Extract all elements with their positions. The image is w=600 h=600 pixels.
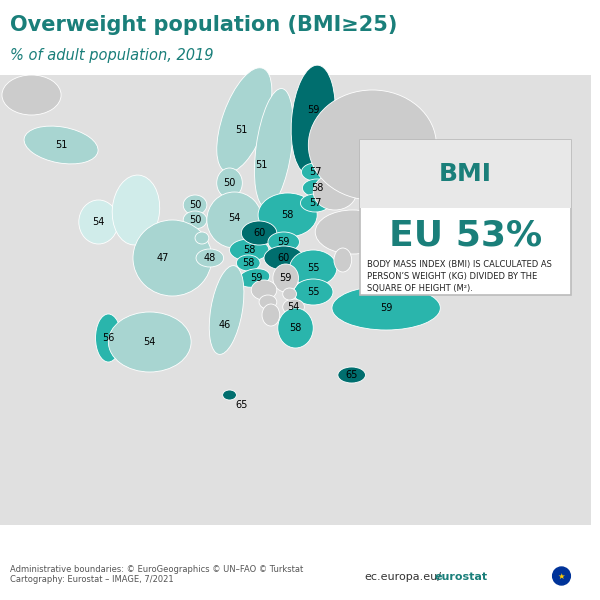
- Ellipse shape: [315, 210, 390, 254]
- Text: 59: 59: [307, 105, 319, 115]
- Ellipse shape: [223, 390, 236, 400]
- Text: 51: 51: [255, 160, 267, 170]
- Ellipse shape: [278, 308, 313, 348]
- Ellipse shape: [217, 68, 272, 172]
- FancyBboxPatch shape: [0, 75, 591, 525]
- Text: 57: 57: [309, 167, 322, 177]
- Ellipse shape: [259, 295, 277, 309]
- Text: 57: 57: [309, 198, 322, 208]
- Circle shape: [553, 567, 571, 585]
- Text: 50: 50: [223, 178, 236, 188]
- Ellipse shape: [301, 163, 329, 181]
- Text: 58: 58: [243, 245, 256, 255]
- Ellipse shape: [195, 232, 209, 244]
- Ellipse shape: [79, 200, 118, 244]
- Ellipse shape: [95, 314, 121, 362]
- Text: 48: 48: [203, 253, 216, 263]
- Text: BMI: BMI: [439, 162, 492, 186]
- Text: 59: 59: [280, 273, 292, 283]
- Text: BODY MASS INDEX (BMI) IS CALCULATED AS: BODY MASS INDEX (BMI) IS CALCULATED AS: [367, 260, 553, 269]
- Ellipse shape: [313, 174, 356, 210]
- Ellipse shape: [133, 220, 212, 296]
- Text: 54: 54: [92, 217, 104, 227]
- Ellipse shape: [217, 168, 242, 198]
- Text: 65: 65: [346, 370, 358, 380]
- Text: 60: 60: [253, 228, 265, 238]
- Ellipse shape: [241, 221, 277, 245]
- Text: EU 53%: EU 53%: [389, 218, 542, 252]
- Ellipse shape: [302, 179, 332, 197]
- Ellipse shape: [283, 288, 296, 300]
- Ellipse shape: [230, 239, 269, 261]
- Ellipse shape: [334, 248, 352, 272]
- Ellipse shape: [239, 269, 270, 287]
- Text: % of adult population, 2019: % of adult population, 2019: [10, 48, 214, 63]
- Ellipse shape: [183, 211, 207, 229]
- Ellipse shape: [268, 232, 299, 252]
- Ellipse shape: [264, 246, 304, 270]
- Text: 59: 59: [380, 303, 392, 313]
- Ellipse shape: [207, 192, 262, 248]
- Text: 54: 54: [287, 302, 300, 312]
- Ellipse shape: [290, 250, 337, 286]
- Text: 50: 50: [189, 200, 201, 210]
- Ellipse shape: [236, 255, 260, 271]
- Ellipse shape: [291, 65, 335, 175]
- Ellipse shape: [183, 195, 207, 215]
- Ellipse shape: [332, 286, 440, 330]
- Text: ★: ★: [558, 571, 565, 581]
- Ellipse shape: [258, 193, 317, 237]
- Ellipse shape: [283, 299, 304, 315]
- Ellipse shape: [251, 280, 277, 300]
- Text: 58: 58: [311, 183, 323, 193]
- Text: PERSON’S WEIGHT (KG) DIVIDED BY THE: PERSON’S WEIGHT (KG) DIVIDED BY THE: [367, 272, 538, 281]
- Ellipse shape: [293, 279, 333, 305]
- Ellipse shape: [109, 312, 191, 372]
- Text: 58: 58: [242, 258, 254, 268]
- Text: 58: 58: [281, 210, 294, 220]
- Ellipse shape: [196, 249, 224, 267]
- Text: 51: 51: [235, 125, 248, 135]
- Text: 65: 65: [235, 400, 248, 410]
- Text: 54: 54: [228, 213, 241, 223]
- Ellipse shape: [273, 264, 298, 292]
- Text: 54: 54: [143, 337, 156, 347]
- Ellipse shape: [24, 126, 98, 164]
- Ellipse shape: [338, 367, 365, 383]
- Ellipse shape: [301, 194, 330, 212]
- Ellipse shape: [112, 175, 160, 245]
- Text: 58: 58: [289, 323, 302, 333]
- Text: Administrative boundaries: © EuroGeographics © UN–FAO © Turkstat
Cartography: Eu: Administrative boundaries: © EuroGeograp…: [10, 565, 303, 584]
- Ellipse shape: [2, 75, 61, 115]
- Text: 47: 47: [157, 253, 169, 263]
- FancyBboxPatch shape: [359, 140, 571, 208]
- Text: 46: 46: [218, 320, 231, 330]
- Text: 55: 55: [307, 287, 320, 297]
- Text: Overweight population (BMI≥25): Overweight population (BMI≥25): [10, 15, 397, 35]
- FancyBboxPatch shape: [359, 140, 571, 295]
- Ellipse shape: [262, 304, 280, 326]
- Ellipse shape: [308, 90, 436, 200]
- Ellipse shape: [254, 89, 293, 208]
- Text: 59: 59: [250, 273, 262, 283]
- Text: ec.europa.eu/: ec.europa.eu/: [364, 572, 442, 582]
- Text: SQUARE OF HEIGHT (M²).: SQUARE OF HEIGHT (M²).: [367, 284, 473, 293]
- Text: 51: 51: [55, 140, 67, 150]
- Text: 50: 50: [189, 215, 201, 225]
- Text: 59: 59: [278, 237, 290, 247]
- Text: 55: 55: [307, 263, 320, 273]
- Text: 60: 60: [278, 253, 290, 263]
- Text: 56: 56: [102, 333, 115, 343]
- Text: eurostat: eurostat: [434, 572, 488, 582]
- Ellipse shape: [209, 266, 244, 355]
